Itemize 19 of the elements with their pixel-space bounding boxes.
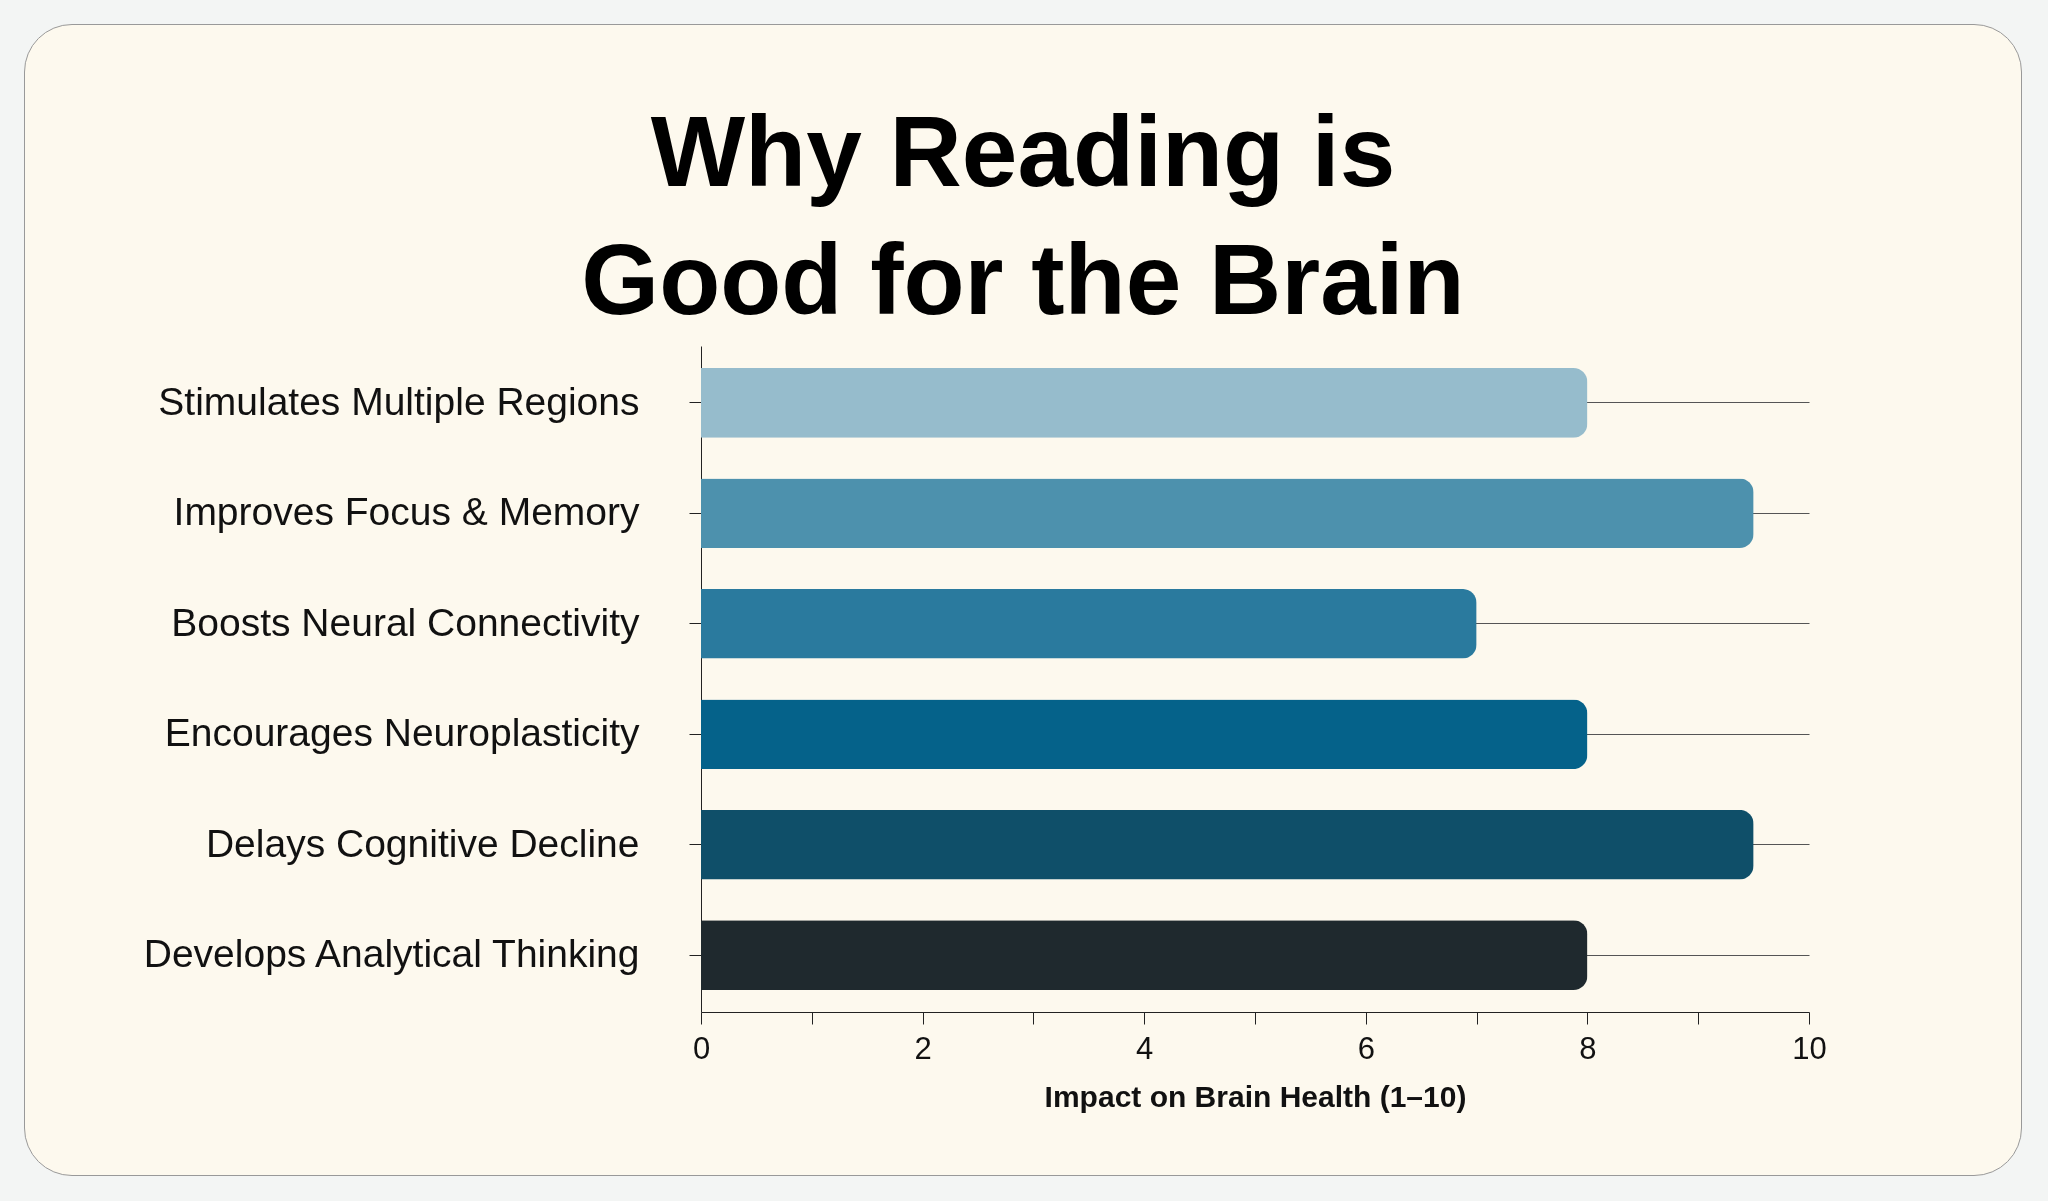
bar — [701, 478, 1754, 549]
chart-title: Why Reading is Good for the Brain — [580, 94, 1466, 337]
y-tick-label: Develops Analytical Thinking — [143, 932, 640, 976]
y-tick-label: Improves Focus & Memory — [173, 490, 640, 534]
bar — [701, 699, 1588, 770]
y-tick-label: Delays Cognitive Decline — [205, 821, 640, 865]
bar — [701, 368, 1588, 438]
x-tick-label: 4 — [1136, 1030, 1154, 1066]
x-tick-label: 2 — [914, 1030, 932, 1066]
bar — [701, 809, 1754, 880]
x-axis-title: Impact on Brain Health (1–10) — [1044, 1079, 1467, 1113]
y-tick-label: Encourages Neuroplasticity — [164, 711, 640, 755]
y-tick-label: Stimulates Multiple Regions — [158, 379, 640, 423]
y-tick-label: Boosts Neural Connectivity — [171, 600, 640, 644]
x-tick-label: 10 — [1792, 1030, 1827, 1066]
x-tick-label: 8 — [1579, 1030, 1597, 1066]
bar — [701, 588, 1477, 659]
x-tick-label: 6 — [1357, 1030, 1375, 1066]
x-tick-label: 0 — [692, 1030, 711, 1066]
